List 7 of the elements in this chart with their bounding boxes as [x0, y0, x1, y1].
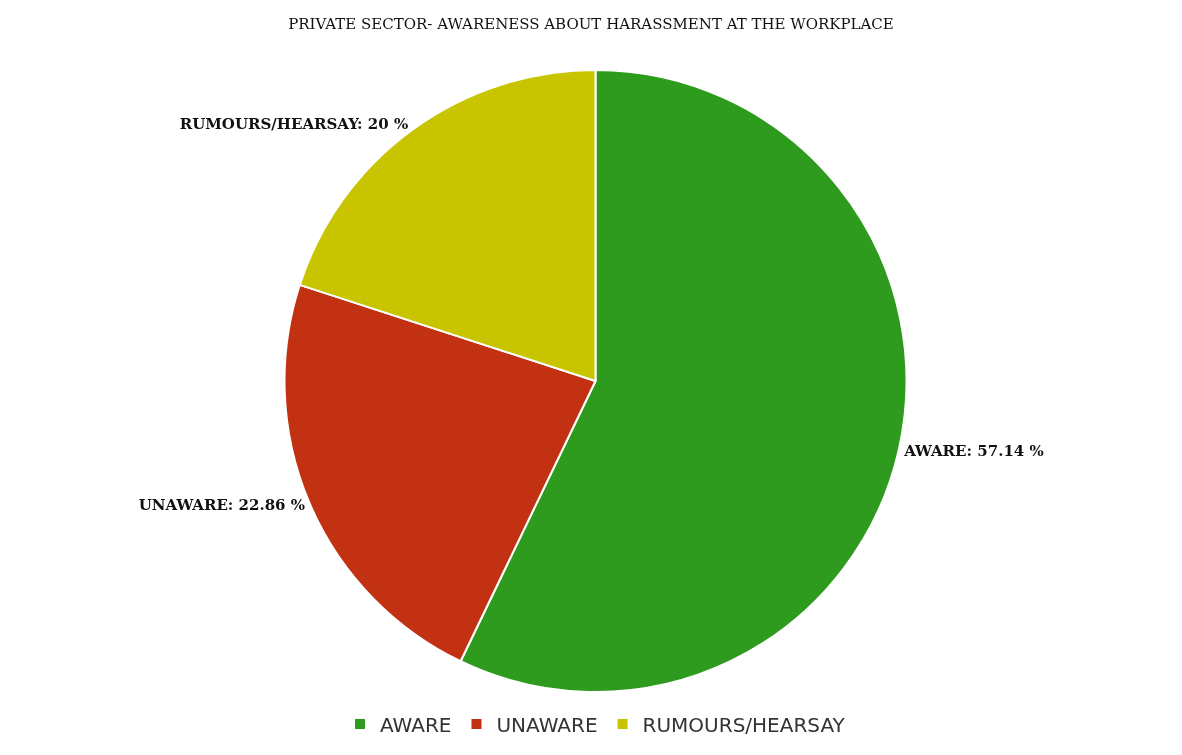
- chart-title: PRIVATE SECTOR- AWARENESS ABOUT HARASSMENT AT THE WORKPLACE: [288, 15, 894, 34]
- data-label: UNAWARE: 22.86 %: [138, 495, 306, 514]
- legend-label: UNAWARE: [496, 712, 598, 737]
- data-label: AWARE: 57.14 %: [903, 441, 1044, 460]
- legend-label: AWARE: [380, 712, 452, 737]
- data-label: RUMOURS/HEARSAY: 20 %: [179, 114, 409, 133]
- legend-label: RUMOURS/HEARSAY: [642, 712, 846, 737]
